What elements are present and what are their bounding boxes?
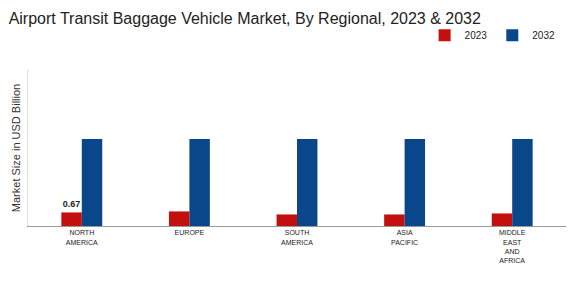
- svg-text:Market Size in USD Billion: Market Size in USD Billion: [10, 84, 22, 212]
- svg-text:ASIAPACIFIC: ASIAPACIFIC: [391, 229, 418, 245]
- svg-text:0.67: 0.67: [63, 199, 81, 209]
- svg-text:Airport Transit Baggage Vehicl: Airport Transit Baggage Vehicle Market, …: [9, 10, 481, 27]
- svg-text:NORTHAMERICA: NORTHAMERICA: [66, 229, 98, 245]
- svg-text:2023: 2023: [465, 30, 488, 41]
- svg-text:EUROPE: EUROPE: [175, 229, 205, 236]
- svg-text:SOUTHAMERICA: SOUTHAMERICA: [281, 229, 313, 245]
- svg-text:MIDDLEEASTANDAFRICA: MIDDLEEASTANDAFRICA: [499, 229, 526, 263]
- svg-text:2032: 2032: [532, 30, 555, 41]
